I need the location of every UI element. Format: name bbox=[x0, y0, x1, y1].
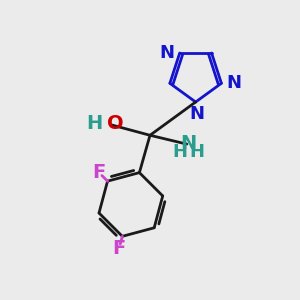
Text: F: F bbox=[92, 163, 105, 182]
Text: N: N bbox=[180, 134, 196, 153]
Text: N: N bbox=[160, 44, 175, 62]
Text: F: F bbox=[112, 239, 126, 258]
Text: H: H bbox=[172, 143, 188, 161]
Text: N: N bbox=[226, 74, 242, 92]
Text: H: H bbox=[87, 114, 103, 133]
Text: O: O bbox=[107, 114, 123, 133]
Text: H: H bbox=[189, 143, 204, 161]
Text: N: N bbox=[190, 105, 205, 123]
